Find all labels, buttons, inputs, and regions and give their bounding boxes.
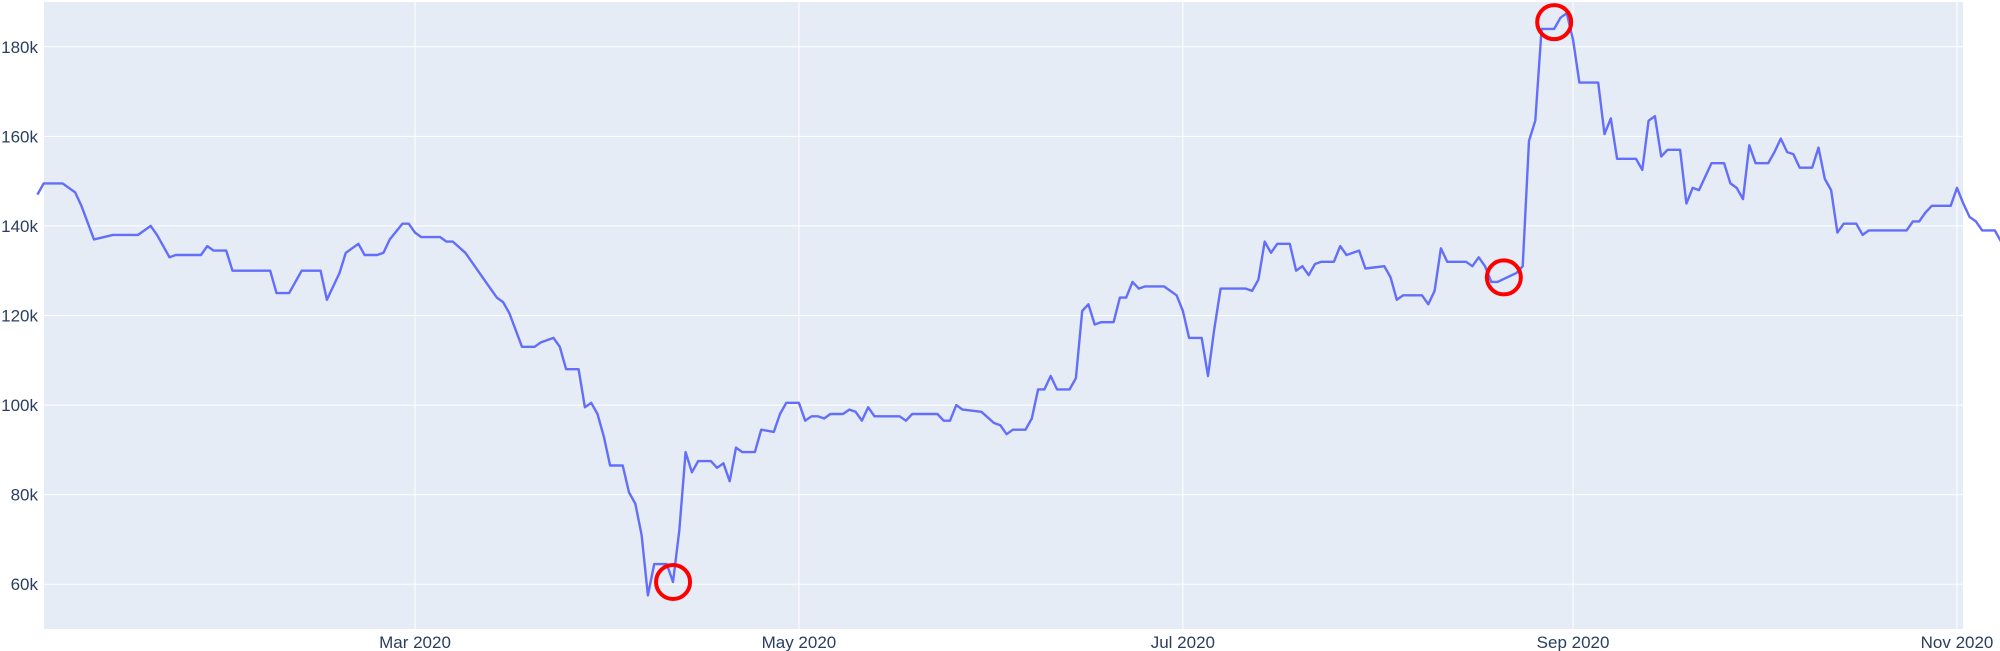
- y-axis-labels: 60k 80k 100k 120k 140k 160k 180k: [1, 38, 38, 594]
- highlight-markers: [654, 3, 1574, 601]
- y-tick-label-1: 80k: [11, 486, 39, 505]
- x-tick-label-1: May 2020: [762, 633, 837, 651]
- x-tick-label-3: Sep 2020: [1537, 633, 1610, 651]
- x-tick-label-2: Jul 2020: [1151, 633, 1215, 651]
- y-tick-label-3: 120k: [1, 307, 38, 326]
- y-tick-label-5: 160k: [1, 127, 38, 146]
- highlight-marker-2: [1535, 3, 1574, 42]
- highlight-marker-1: [1484, 258, 1523, 297]
- y-tick-label-2: 100k: [1, 396, 38, 415]
- series-layer: [36, 12, 2000, 597]
- highlight-marker-0: [654, 562, 693, 601]
- y-tick-label-0: 60k: [11, 575, 39, 594]
- y-tick-label-4: 140k: [1, 217, 38, 236]
- y-tick-label-6: 180k: [1, 38, 38, 57]
- x-tick-label-0: Mar 2020: [379, 633, 451, 651]
- x-tick-label-4: Nov 2020: [1921, 633, 1994, 651]
- y-gridlines: [44, 46, 1963, 585]
- x-axis-labels: Mar 2020 May 2020 Jul 2020 Sep 2020 Nov 2020: [379, 633, 1993, 651]
- series-line-0: [36, 12, 2000, 597]
